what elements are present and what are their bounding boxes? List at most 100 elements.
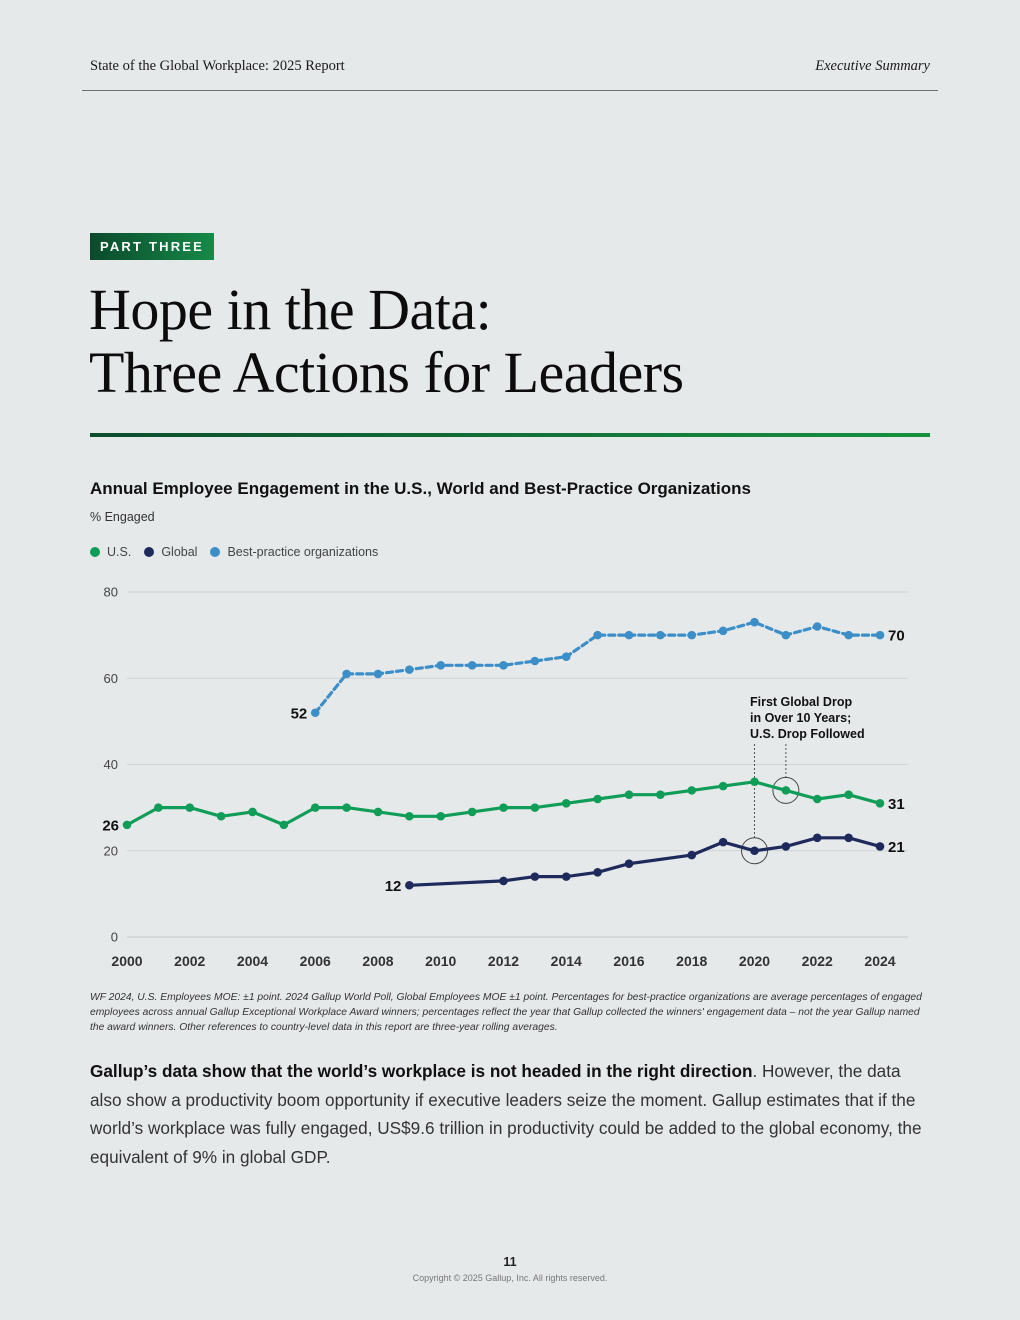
- x-tick-label-2012: 2012: [488, 953, 519, 969]
- part-badge: PART THREE: [90, 233, 214, 260]
- legend-dot-best-practice: [210, 547, 221, 557]
- data-point-u-s-2023: [844, 790, 853, 799]
- page-title-line-2: Three Actions for Leaders: [89, 340, 684, 405]
- data-point-global-2020: [750, 846, 759, 856]
- annotation-text-line-2: in Over 10 Years;: [750, 711, 851, 725]
- start-label-global: 12: [385, 878, 402, 895]
- body-paragraph: Gallup’s data show that the world’s work…: [90, 1057, 935, 1171]
- copyright-notice: Copyright © 2025 Gallup, Inc. All rights…: [412, 1273, 608, 1283]
- data-point-u-s-2008: [373, 807, 383, 817]
- data-point-u-s-2018: [687, 786, 697, 795]
- data-point-u-s-2017: [656, 790, 665, 799]
- data-point-global-2012: [499, 876, 508, 886]
- data-point-best-practice-organizations-2021: [781, 630, 791, 640]
- page-title: Hope in the Data: Three Actions for Lead…: [89, 278, 684, 404]
- y-tick-label-0: 0: [111, 930, 118, 945]
- x-tick-label-2010: 2010: [425, 953, 456, 969]
- data-point-u-s-2010: [436, 811, 446, 821]
- end-label-best-practice-organizations: 70: [888, 628, 905, 645]
- data-point-best-practice-organizations-2015: [593, 630, 602, 640]
- data-point-best-practice-organizations-2016: [624, 630, 634, 640]
- legend-label-global: Global: [161, 545, 198, 559]
- data-point-best-practice-organizations-2013: [530, 656, 540, 666]
- start-label-u-s: 26: [102, 817, 119, 834]
- page-number: 11: [503, 1255, 517, 1269]
- data-point-best-practice-organizations-2009: [405, 665, 414, 674]
- data-point-u-s-2009: [405, 811, 414, 821]
- chart-subtitle: % Engaged: [90, 510, 155, 524]
- y-tick-label-80: 80: [104, 585, 118, 600]
- x-tick-label-2024: 2024: [864, 953, 895, 969]
- data-point-u-s-2015: [593, 794, 602, 804]
- series-line-global: [407, 836, 882, 887]
- data-point-best-practice-organizations-2019: [718, 626, 728, 636]
- annotation-text-line-1: First Global Drop: [750, 695, 852, 709]
- data-point-u-s-2005: [279, 820, 289, 830]
- chart-footnote: WF 2024, U.S. Employees MOE: ±1 point. 2…: [90, 992, 922, 1033]
- data-point-u-s-2022: [812, 794, 822, 804]
- data-point-best-practice-organizations-2014: [561, 652, 571, 661]
- legend-label-best-practice: Best-practice organizations: [227, 545, 379, 559]
- data-point-best-practice-organizations-2018: [687, 630, 697, 640]
- chart-legend: U.S. Global Best-practice organizations: [90, 545, 391, 559]
- page-title-line-1: Hope in the Data:: [89, 277, 492, 342]
- data-point-global-2016: [624, 859, 634, 868]
- legend-label-us: U.S.: [107, 545, 132, 559]
- data-point-best-practice-organizations-2012: [499, 661, 508, 670]
- data-point-u-s-2014: [561, 799, 571, 808]
- legend-dot-global: [144, 547, 155, 557]
- data-point-best-practice-organizations-2011: [467, 661, 477, 670]
- x-tick-label-2000: 2000: [111, 953, 142, 969]
- data-point-u-s-2019: [718, 781, 728, 791]
- data-point-global-2024: [875, 842, 885, 851]
- y-tick-label-40: 40: [104, 757, 118, 772]
- y-tick-label-20: 20: [104, 843, 118, 858]
- data-point-best-practice-organizations-2017: [656, 630, 665, 640]
- chart-title: Annual Employee Engagement in the U.S., …: [90, 479, 751, 498]
- data-point-u-s-2024: [875, 799, 885, 808]
- engagement-line-chart: 0 20 40 60 80 2000 2002 2004 2006 2008 2010 2012 201…: [102, 585, 908, 969]
- data-point-u-s-2021: [781, 786, 791, 795]
- x-tick-label-2020: 2020: [739, 953, 770, 969]
- data-point-global-2014: [561, 872, 571, 881]
- data-point-u-s-2016: [624, 790, 634, 799]
- header-divider: [82, 90, 938, 91]
- data-point-u-s-2000: [122, 820, 132, 830]
- report-title: State of the Global Workplace: 2025 Repo…: [90, 58, 345, 74]
- x-tick-label-2016: 2016: [613, 953, 644, 969]
- data-point-best-practice-organizations-2022: [812, 622, 822, 631]
- legend-item-best-practice: Best-practice organizations: [210, 545, 378, 559]
- data-point-global-2023: [844, 833, 853, 843]
- data-point-global-2022: [812, 833, 822, 843]
- end-label-u-s: 31: [888, 796, 905, 813]
- body-rest-text: . However, the data also show a producti…: [90, 1061, 922, 1167]
- y-tick-label-60: 60: [104, 671, 118, 686]
- legend-dot-us: [90, 547, 100, 557]
- data-point-u-s-2013: [530, 803, 540, 812]
- x-tick-label-2022: 2022: [802, 953, 833, 969]
- data-point-u-s-2020: [750, 777, 759, 787]
- data-point-global-2013: [530, 872, 540, 881]
- data-point-u-s-2007: [342, 803, 351, 812]
- data-point-global-2021: [781, 842, 791, 851]
- data-point-u-s-2003: [216, 811, 226, 821]
- data-point-global-2009: [405, 880, 414, 890]
- body-lead-text: Gallup’s data show that the world’s work…: [90, 1061, 753, 1081]
- data-point-u-s-2004: [248, 807, 257, 817]
- annotation-circle-1: [772, 776, 800, 804]
- annotation-text-line-3: U.S. Drop Followed: [750, 727, 865, 741]
- data-point-global-2015: [593, 868, 602, 877]
- data-point-best-practice-organizations-2024: [875, 630, 885, 640]
- data-point-global-2018: [687, 850, 697, 860]
- x-tick-label-2008: 2008: [362, 953, 393, 969]
- data-point-best-practice-organizations-2006: [310, 708, 320, 718]
- annotation-circle-0: [741, 837, 768, 865]
- legend-item-us: U.S.: [90, 545, 131, 559]
- data-point-u-s-2011: [467, 807, 477, 817]
- x-tick-label-2002: 2002: [174, 953, 205, 969]
- data-point-global-2019: [718, 837, 728, 847]
- data-point-u-s-2001: [154, 803, 163, 812]
- legend-item-global: Global: [144, 545, 197, 559]
- x-tick-label-2006: 2006: [300, 953, 331, 969]
- data-point-u-s-2002: [185, 803, 195, 812]
